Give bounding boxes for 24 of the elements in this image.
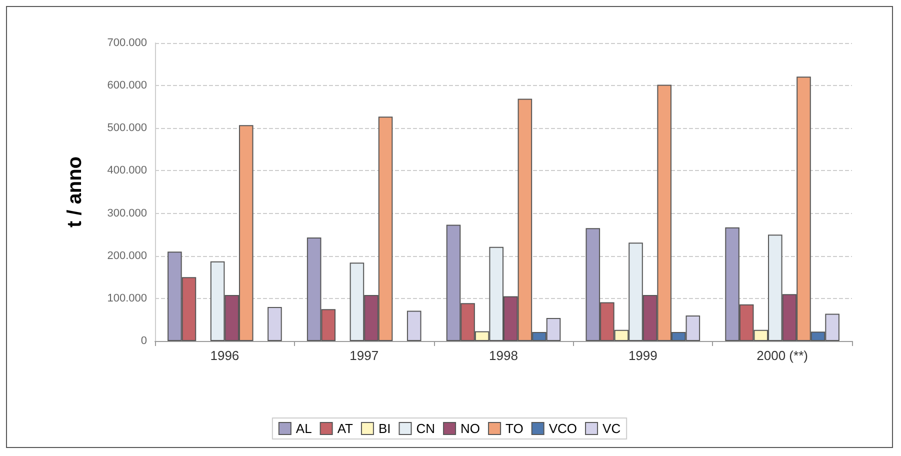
y-tick-label: 400.000 bbox=[107, 164, 147, 177]
x-tick-label: 1998 bbox=[489, 348, 518, 363]
x-tick-label: 1996 bbox=[210, 348, 240, 363]
bar bbox=[406, 310, 422, 341]
legend-label: AL bbox=[296, 421, 312, 436]
legend-label: NO bbox=[460, 421, 480, 436]
y-tick-label: 0 bbox=[140, 335, 147, 347]
legend-label: TO bbox=[506, 421, 524, 436]
y-axis-title: t / anno bbox=[64, 156, 86, 228]
legend-label: VC bbox=[602, 421, 621, 436]
x-tick-label: 2000 (**) bbox=[756, 348, 808, 363]
legend-label: VCO bbox=[548, 421, 578, 436]
y-tick-label: 600.000 bbox=[107, 80, 147, 92]
y-tick-label: 500.000 bbox=[107, 122, 147, 134]
legend-label: AT bbox=[337, 421, 354, 436]
x-tick-label: 1997 bbox=[350, 348, 379, 363]
x-tick-label: 1999 bbox=[628, 348, 658, 363]
bar bbox=[268, 306, 282, 341]
y-tick-label: 300.000 bbox=[107, 207, 147, 220]
legend-label: BI bbox=[378, 421, 391, 436]
y-tick-label: 100.000 bbox=[107, 292, 147, 304]
y-tick-label: 200.000 bbox=[107, 250, 147, 262]
y-tick-label: 700.000 bbox=[107, 37, 147, 49]
legend-label: CN bbox=[416, 421, 436, 436]
